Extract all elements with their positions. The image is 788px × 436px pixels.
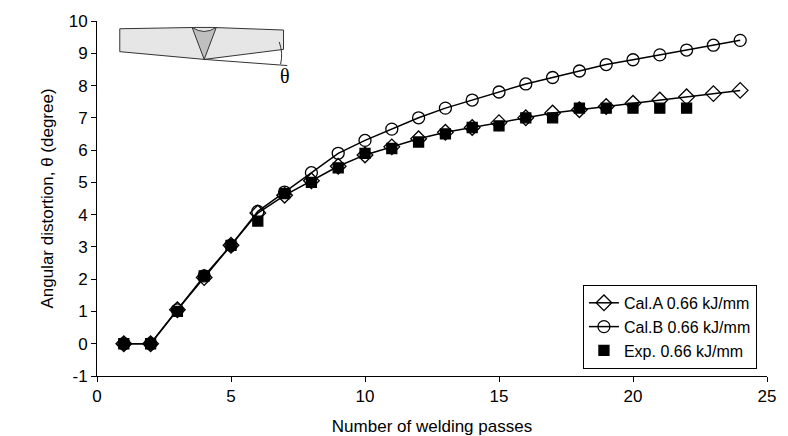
svg-text:0: 0 [78,335,87,354]
svg-text:θ: θ [280,65,290,87]
svg-text:10: 10 [356,387,375,406]
svg-text:Cal.A 0.66 kJ/mm: Cal.A 0.66 kJ/mm [624,295,749,312]
svg-text:Cal.B 0.66 kJ/mm: Cal.B 0.66 kJ/mm [624,319,750,336]
svg-text:1: 1 [78,302,87,321]
svg-text:20: 20 [624,387,643,406]
svg-text:25: 25 [758,387,777,406]
svg-text:4: 4 [78,206,87,225]
svg-text:5: 5 [226,387,235,406]
svg-text:9: 9 [78,44,87,63]
svg-text:Number of welding passes: Number of welding passes [332,417,532,436]
svg-text:Angular distortion, θ (degree): Angular distortion, θ (degree) [38,88,57,308]
svg-text:7: 7 [78,109,87,128]
svg-text:15: 15 [490,387,509,406]
svg-text:10: 10 [69,12,88,31]
svg-text:6: 6 [78,141,87,160]
svg-text:5: 5 [78,173,87,192]
svg-text:2: 2 [78,270,87,289]
svg-text:-1: -1 [72,367,87,386]
svg-text:3: 3 [78,238,87,257]
svg-text:8: 8 [78,77,87,96]
svg-text:0: 0 [92,387,101,406]
svg-text:Exp. 0.66 kJ/mm: Exp. 0.66 kJ/mm [624,343,743,360]
